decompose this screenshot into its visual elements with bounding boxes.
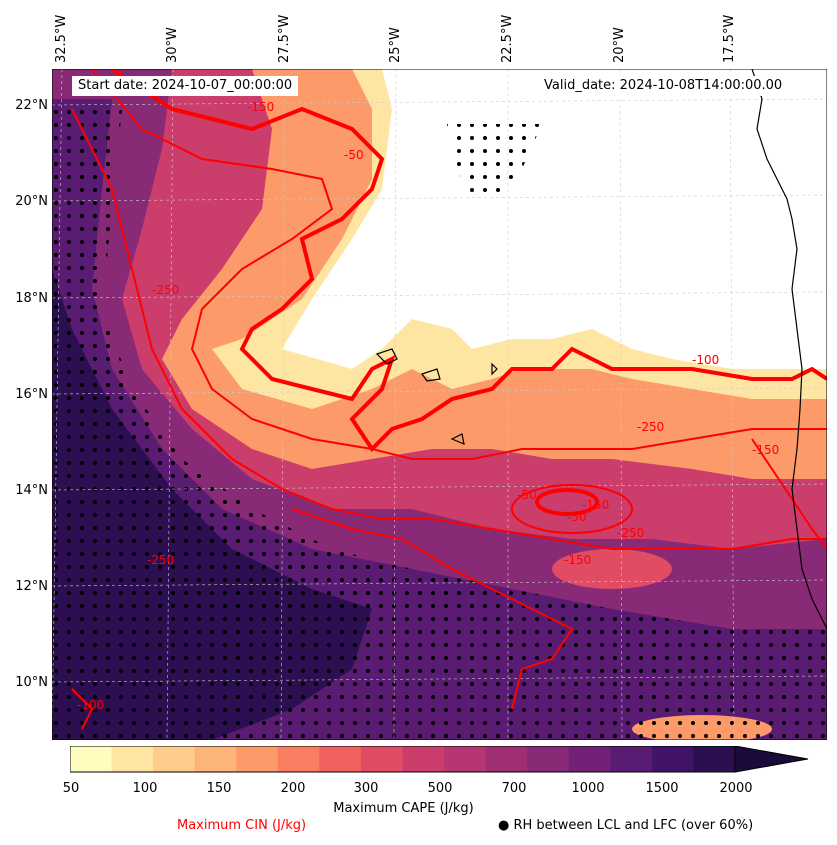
latitude-label: 10°N xyxy=(15,675,48,690)
colorbar-tick: 50 xyxy=(62,781,80,796)
cin-contour-label: -250 xyxy=(637,420,664,434)
colorbar-cell xyxy=(194,746,237,772)
longitude-label: 27.5°W xyxy=(277,14,292,63)
rh-legend: ● RH between LCL and LFC (over 60%) xyxy=(498,818,753,833)
cin-contour-label: -250 xyxy=(152,283,179,297)
cin-contour-label: -100 xyxy=(692,353,719,367)
cin-contours xyxy=(71,69,827,730)
colorbar-tick: 2000 xyxy=(719,781,753,796)
colorbar-tick: 150 xyxy=(206,781,232,796)
colorbar-label: Maximum CAPE (J/kg) xyxy=(333,801,474,816)
cin-contour-label: -150 xyxy=(752,443,779,457)
cin-contour-label: -150 xyxy=(582,498,609,512)
colorbar-cell xyxy=(153,746,196,772)
cin-contour-label: -50 xyxy=(517,488,537,502)
latitude-label: 14°N xyxy=(15,483,48,498)
colorbar-tick: 700 xyxy=(501,781,527,796)
colorbar-cell xyxy=(111,746,154,772)
colorbar-cells xyxy=(70,746,736,772)
graticule xyxy=(52,69,827,740)
colorbar-tick: 200 xyxy=(280,781,306,796)
longitude-label: 25°W xyxy=(388,27,403,63)
colorbar-cell xyxy=(693,746,736,772)
colorbar-outline xyxy=(70,746,736,773)
longitude-label: 22.5°W xyxy=(500,14,515,63)
rh-dot-icon: ● xyxy=(498,818,510,833)
cin-contour-label: -250 xyxy=(617,526,644,540)
colorbar-cell xyxy=(70,746,113,772)
colorbar-cell xyxy=(444,746,487,772)
colorbar-extend-arrow xyxy=(734,746,809,773)
colorbar-cell xyxy=(360,746,403,772)
cape-map: -150 -50 -250 -100 -250 -150 -50 -250 -1… xyxy=(52,69,827,740)
colorbar-tick: 300 xyxy=(353,781,379,796)
colorbar-cell xyxy=(568,746,611,772)
latitude-label: 20°N xyxy=(15,194,48,209)
longitude-label: 20°W xyxy=(612,27,627,63)
colorbar-cell xyxy=(236,746,279,772)
rh-stipple-areas xyxy=(52,109,827,740)
colorbar-cell xyxy=(527,746,570,772)
colorbar-cell xyxy=(319,746,362,772)
latitude-label: 18°N xyxy=(15,291,48,306)
cin-contour-label: -50 xyxy=(344,148,364,162)
cin-contour-label: -50 xyxy=(567,510,587,524)
colorbar-cell xyxy=(485,746,528,772)
start-date-label: Start date: 2024-10-07_00:00:00 xyxy=(72,76,299,96)
longitude-label: 32.5°W xyxy=(54,14,69,63)
latitude-label: 16°N xyxy=(15,387,48,402)
coastline xyxy=(375,69,827,630)
longitude-label: 30°W xyxy=(165,27,180,63)
cin-contour-label: -150 xyxy=(247,100,274,114)
colorbar-cell xyxy=(277,746,320,772)
latitude-label: 22°N xyxy=(15,98,48,113)
rh-legend-label: RH between LCL and LFC (over 60%) xyxy=(513,818,754,833)
colorbar-cell xyxy=(610,746,653,772)
cin-contour-label: -250 xyxy=(147,553,174,567)
cin-legend-label: Maximum CIN (J/kg) xyxy=(177,818,307,833)
colorbar-tick: 1500 xyxy=(645,781,679,796)
colorbar-tick: 500 xyxy=(427,781,453,796)
valid-date-label: Valid_date: 2024-10-08T14:00:00.00 xyxy=(538,76,789,96)
colorbar-tick: 1000 xyxy=(571,781,605,796)
colorbar-tick: 100 xyxy=(132,781,158,796)
longitude-label: 17.5°W xyxy=(722,14,737,63)
latitude-label: 12°N xyxy=(15,579,48,594)
cape-colorbar xyxy=(70,746,809,773)
cin-contour-label: -100 xyxy=(77,698,104,712)
colorbar-cell xyxy=(651,746,694,772)
cape-hotspot-south xyxy=(552,549,672,589)
colorbar-cell xyxy=(402,746,445,772)
cin-contour-label: -150 xyxy=(564,553,591,567)
